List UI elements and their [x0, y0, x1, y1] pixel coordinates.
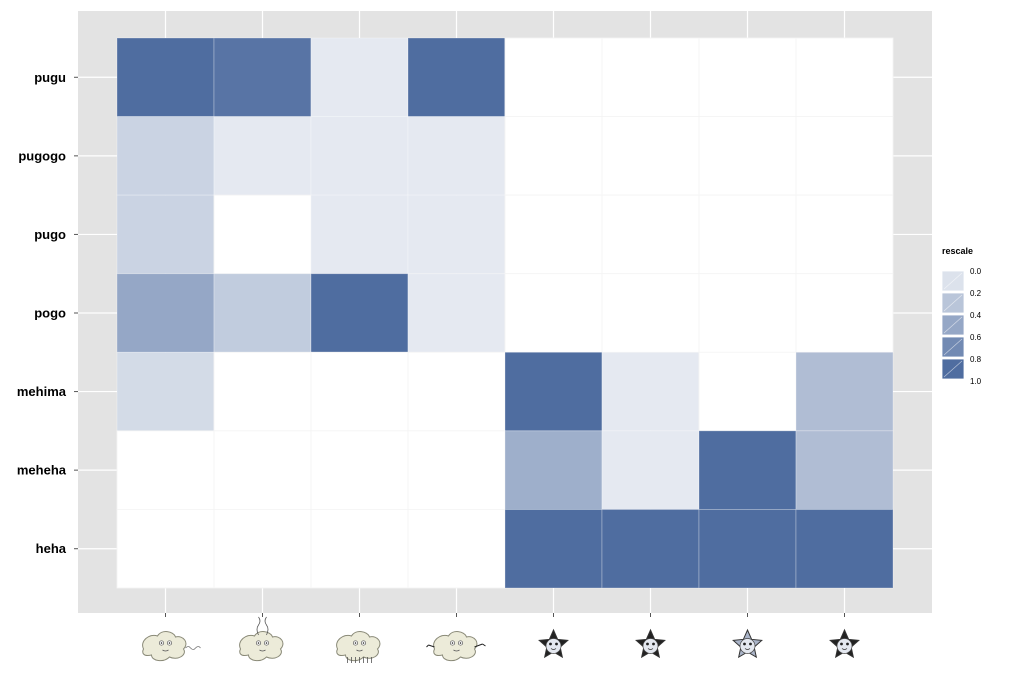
heatmap-cell — [116, 351, 215, 432]
y-tick-label: mehima — [17, 384, 67, 399]
heatmap-cell — [504, 351, 603, 432]
amoeba-legs-icon — [336, 631, 381, 663]
legend-title: rescale — [942, 246, 973, 256]
heatmap-cell — [601, 351, 700, 432]
heatmap-cell — [116, 37, 215, 117]
heatmap-cell — [504, 509, 603, 589]
heatmap-cell — [601, 430, 700, 510]
heatmap-cell — [795, 116, 894, 196]
heatmap-cell — [504, 116, 603, 196]
heatmap-cell — [407, 37, 506, 117]
heatmap-cell — [601, 273, 700, 353]
heatmap-cell — [795, 37, 894, 117]
legend-key-slash — [943, 360, 963, 378]
y-tick-label: meheha — [17, 463, 67, 478]
heatmap-cell — [310, 273, 409, 353]
heatmap-cell — [601, 194, 700, 275]
y-tick-label: pugu — [34, 70, 66, 85]
legend-label: 0.8 — [970, 355, 982, 364]
heatmap-cell — [795, 430, 894, 510]
heatmap-cell — [116, 116, 215, 196]
heatmap-cell — [504, 37, 603, 117]
legend-key-slash — [943, 294, 963, 312]
y-tick-label: pugogo — [18, 148, 66, 163]
heatmap-cell — [213, 430, 312, 510]
heatmap-cell — [310, 351, 409, 432]
heatmap-cell — [504, 430, 603, 510]
heatmap-cell — [698, 430, 797, 510]
heatmap-cell — [407, 430, 506, 510]
heatmap-cell — [310, 430, 409, 510]
heatmap-cell — [504, 273, 603, 353]
legend-label: 0.6 — [970, 333, 982, 342]
amoeba-tail-icon — [142, 631, 201, 662]
heatmap-cell — [795, 351, 894, 432]
legend-label: 0.2 — [970, 289, 982, 298]
legend-key-slash — [943, 272, 963, 290]
heatmap-cell — [698, 116, 797, 196]
heatmap-cell — [601, 116, 700, 196]
y-axis: pugu pugogo pugo pogo mehima meheha heha — [17, 70, 78, 556]
heatmap-cell — [116, 273, 215, 353]
heatmap-cell — [504, 194, 603, 275]
legend-label: 0.4 — [970, 311, 982, 320]
heatmap-cell — [310, 116, 409, 196]
x-axis — [142, 613, 860, 663]
amoeba-arms-icon — [426, 631, 486, 662]
heatmap-cell — [698, 273, 797, 353]
heatmap-cell — [407, 509, 506, 589]
heatmap-cell — [213, 194, 312, 275]
heatmap-cell — [213, 351, 312, 432]
heatmap-cell — [407, 194, 506, 275]
star-creature-icon — [732, 628, 763, 659]
legend: rescale 0.0 0.2 0.4 0.6 0.8 1.0 — [941, 246, 982, 386]
heatmap-cell — [698, 194, 797, 275]
heatmap-cell — [698, 351, 797, 432]
heatmap-cell — [116, 194, 215, 275]
heatmap-cell — [795, 509, 894, 589]
legend-key-slash — [943, 316, 963, 334]
heatmap-cell — [116, 430, 215, 510]
y-tick-label: heha — [36, 541, 67, 556]
heatmap-cell — [601, 37, 700, 117]
heatmap-cell — [213, 116, 312, 196]
y-tick-label: pugo — [34, 227, 66, 242]
heatmap-cell — [213, 509, 312, 589]
legend-label: 1.0 — [970, 377, 982, 386]
heatmap-cell — [601, 509, 700, 589]
heatmap-cell — [407, 351, 506, 432]
star-creature-icon — [829, 628, 860, 659]
legend-label: 0.0 — [970, 267, 982, 276]
y-tick-label: pogo — [34, 306, 66, 321]
heatmap-cell — [407, 273, 506, 353]
heatmap-cell — [310, 194, 409, 275]
heatmap-cell — [310, 509, 409, 589]
star-creature-icon — [635, 628, 666, 659]
heatmap-cell — [698, 509, 797, 589]
heatmap-cell — [698, 37, 797, 117]
amoeba-antenna-icon — [239, 616, 284, 662]
heatmap-cell — [407, 116, 506, 196]
heatmap-cell — [116, 509, 215, 589]
heatmap-cell — [310, 37, 409, 117]
heatmap-cell — [795, 273, 894, 353]
star-creature-icon — [538, 628, 569, 659]
heatmap-tiles — [116, 37, 894, 589]
heatmap-cell — [795, 194, 894, 275]
heatmap-cell — [213, 273, 312, 353]
legend-key-slash — [943, 338, 963, 356]
heatmap-cell — [213, 37, 312, 117]
